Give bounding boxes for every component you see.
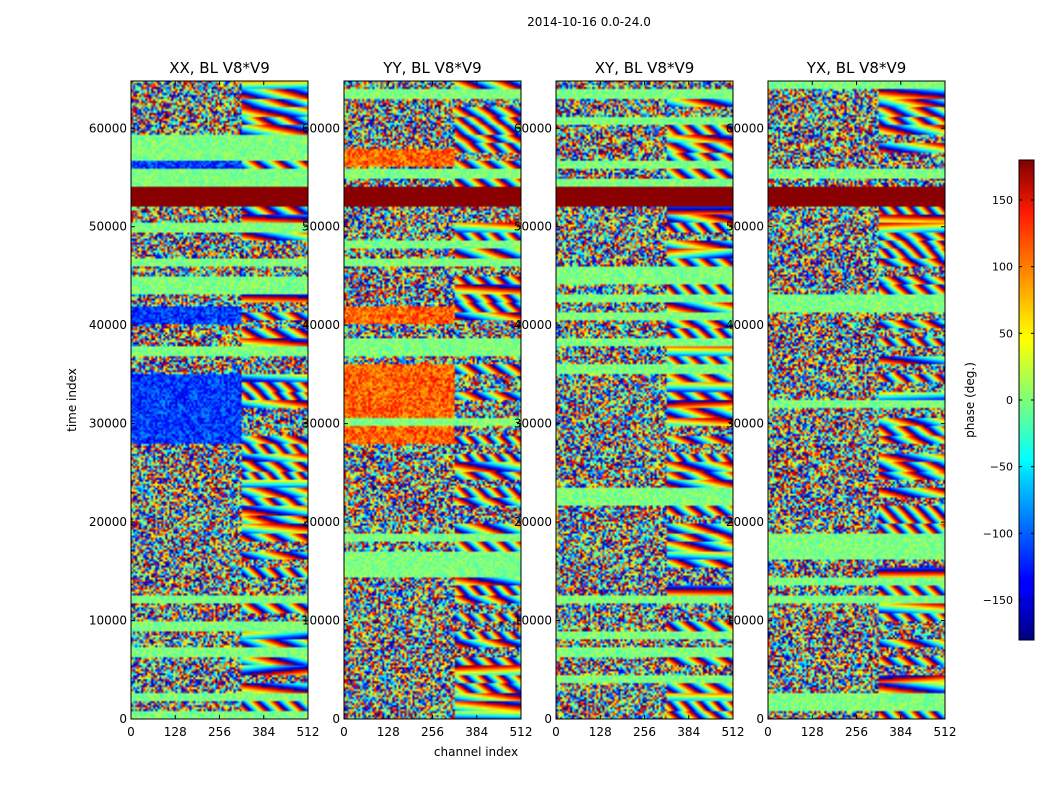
- colorbar-tick-label: 0: [1006, 394, 1013, 407]
- y-tick-label: 30000: [302, 417, 340, 431]
- y-tick-label: 20000: [726, 515, 764, 529]
- y-tick-label: 0: [332, 712, 340, 726]
- x-tick-label: 384: [677, 725, 700, 739]
- heatmap-panel: YY, BL V8*V9 0 128 256 384 512 0 10000 20000 3000…: [302, 59, 533, 739]
- x-tick-label: 0: [552, 725, 560, 739]
- colorbar-ticks: 150 100 50 0 −50 −100 −150: [983, 194, 1034, 607]
- x-tick-label: 256: [845, 725, 868, 739]
- y-axis-label: time index: [65, 368, 79, 432]
- x-tick-label: 256: [421, 725, 444, 739]
- colorbar-tick-label: −50: [990, 461, 1013, 474]
- heatmap-image: [344, 81, 521, 719]
- colorbar-tick-label: −150: [983, 594, 1013, 607]
- y-tick-label: 40000: [302, 318, 340, 332]
- y-tick-label: 20000: [302, 515, 340, 529]
- x-tick-label: 128: [377, 725, 400, 739]
- panel-title: XX, BL V8*V9: [169, 59, 270, 77]
- colorbar-tick-label: −100: [983, 527, 1013, 540]
- y-tick-label: 60000: [726, 121, 764, 135]
- heatmap-image: [131, 81, 308, 719]
- y-tick-label: 10000: [514, 614, 552, 628]
- heatmap-image: [556, 81, 733, 719]
- colorbar-tick-label: 50: [999, 327, 1013, 340]
- x-tick-label: 0: [340, 725, 348, 739]
- y-tick-label: 20000: [514, 515, 552, 529]
- x-tick-label: 384: [252, 725, 275, 739]
- x-axis-label: channel index: [434, 745, 518, 759]
- figure-suptitle: 2014-10-16 0.0-24.0: [527, 15, 651, 29]
- x-tick-label: 256: [633, 725, 656, 739]
- heatmap-panel: YX, BL V8*V9 0 128 256 384 512 0 10000 20000 3000…: [726, 59, 957, 739]
- x-tick-label: 256: [208, 725, 231, 739]
- x-tick-label: 512: [510, 725, 533, 739]
- y-tick-label: 10000: [726, 614, 764, 628]
- y-tick-label: 40000: [514, 318, 552, 332]
- x-tick-label: 0: [764, 725, 772, 739]
- x-tick-label: 512: [297, 725, 320, 739]
- y-tick-label: 50000: [89, 220, 127, 234]
- y-tick-label: 30000: [514, 417, 552, 431]
- x-tick-label: 512: [722, 725, 745, 739]
- y-tick-label: 60000: [89, 121, 127, 135]
- colorbar-tick-label: 150: [992, 194, 1013, 207]
- x-tick-label: 512: [934, 725, 957, 739]
- x-tick-label: 384: [889, 725, 912, 739]
- y-tick-label: 0: [544, 712, 552, 726]
- y-tick-label: 50000: [726, 220, 764, 234]
- x-tick-label: 128: [164, 725, 187, 739]
- heatmap-panels: XX, BL V8*V9 0 128 256 384 512 0 10000 20000 3000…: [89, 59, 957, 739]
- x-tick-label: 384: [465, 725, 488, 739]
- y-tick-label: 50000: [302, 220, 340, 234]
- y-tick-label: 60000: [302, 121, 340, 135]
- x-tick-label: 0: [127, 725, 135, 739]
- y-tick-label: 30000: [726, 417, 764, 431]
- colorbar-label: phase (deg.): [963, 362, 977, 438]
- y-tick-label: 60000: [514, 121, 552, 135]
- y-tick-label: 40000: [726, 318, 764, 332]
- panel-title: YY, BL V8*V9: [382, 59, 481, 77]
- colorbar-tick-label: 100: [992, 261, 1013, 274]
- x-tick-label: 128: [589, 725, 612, 739]
- y-tick-label: 20000: [89, 515, 127, 529]
- y-tick-label: 40000: [89, 318, 127, 332]
- y-tick-label: 0: [756, 712, 764, 726]
- y-tick-label: 0: [119, 712, 127, 726]
- y-tick-label: 50000: [514, 220, 552, 234]
- panel-title: YX, BL V8*V9: [806, 59, 907, 77]
- colorbar: 150 100 50 0 −50 −100 −150 phase (deg.): [963, 159, 1035, 641]
- y-tick-label: 10000: [89, 614, 127, 628]
- heatmap-image: [768, 81, 945, 719]
- x-tick-label: 128: [801, 725, 824, 739]
- panel-title: XY, BL V8*V9: [595, 59, 695, 77]
- heatmap-panel: XX, BL V8*V9 0 128 256 384 512 0 10000 20000 3000…: [89, 59, 320, 739]
- y-tick-label: 30000: [89, 417, 127, 431]
- y-tick-label: 10000: [302, 614, 340, 628]
- heatmap-panel: XY, BL V8*V9 0 128 256 384 512 0 10000 20000 3000…: [514, 59, 745, 739]
